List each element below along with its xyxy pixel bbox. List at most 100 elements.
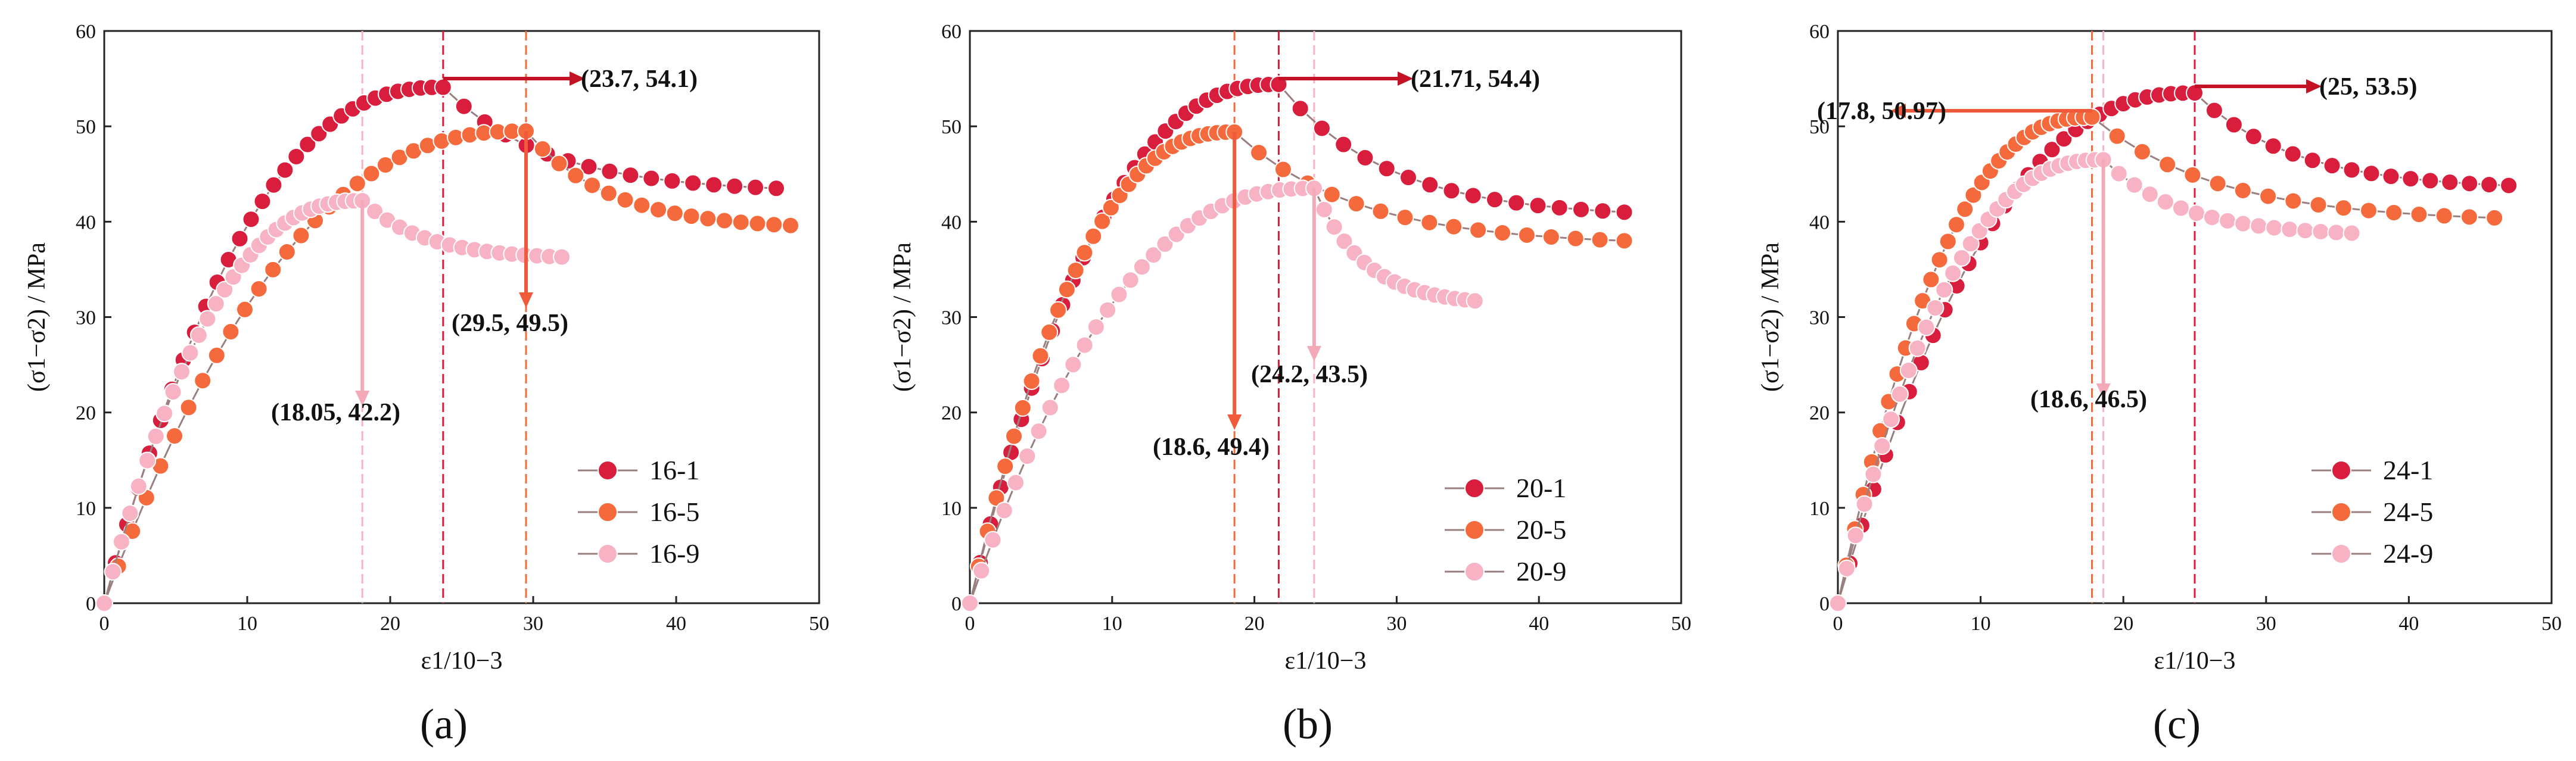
series-line-24-5 (1837, 116, 2495, 604)
data-point-24-1 (2055, 130, 2073, 148)
data-point-24-1 (2225, 116, 2243, 134)
data-point-24-9 (2265, 219, 2283, 237)
legend-label-20-1: 20-1 (1516, 473, 1566, 503)
data-point-16-1 (265, 176, 283, 194)
data-point-20-5 (1250, 144, 1268, 162)
data-point-16-5 (715, 211, 733, 230)
x-tick-label: 50 (2541, 613, 2562, 635)
annotation-label: (17.8, 50.97) (1817, 98, 1946, 125)
legend: 16-1 16-5 16-9 (578, 455, 699, 569)
data-point-24-9 (1837, 559, 1856, 578)
data-point-20-9 (1087, 318, 1105, 336)
data-point-16-9 (104, 563, 122, 581)
y-tick-label: 60 (941, 21, 962, 43)
annotation-arrow-head (2306, 79, 2322, 93)
data-point-20-9 (961, 594, 979, 612)
data-point-20-5 (1049, 301, 1068, 319)
y-axis-label: (σ1−σ2) / MPa (1757, 242, 1784, 392)
data-point-20-9 (1075, 336, 1094, 354)
panel-label: (a) (420, 700, 468, 748)
panel-label: (b) (1283, 700, 1333, 748)
data-point-20-5 (1084, 227, 1103, 245)
data-point-16-5 (264, 260, 282, 279)
legend-marker (598, 502, 618, 522)
data-point-20-5 (996, 457, 1015, 476)
data-point-24-5 (2259, 187, 2278, 205)
data-point-20-1 (1377, 160, 1396, 178)
y-tick-label: 50 (941, 116, 962, 138)
x-tick-label: 10 (1102, 613, 1122, 635)
data-point-16-5 (782, 216, 799, 235)
data-point-16-9 (138, 451, 157, 470)
data-point-20-9 (1121, 271, 1140, 289)
data-point-24-9 (1917, 318, 1936, 336)
data-point-16-5 (748, 214, 767, 233)
x-tick-label: 40 (666, 613, 686, 635)
data-point-24-1 (2283, 145, 2302, 163)
chart-panel-3: 0 10 20 30 40 50 0 10 20 30 40 50 60 ε1/10−3 (σ1−σ2) /… (1757, 21, 2562, 748)
data-point-16-9 (216, 280, 234, 299)
data-point-24-9 (2125, 176, 2143, 194)
data-point-24-5 (1947, 216, 1966, 234)
data-point-24-9 (1935, 280, 1953, 299)
data-point-16-5 (682, 207, 701, 226)
data-point-16-1 (580, 157, 598, 176)
data-point-20-9 (1315, 200, 1333, 219)
data-point-20-9 (972, 562, 991, 580)
data-point-20-5 (1615, 232, 1634, 250)
y-tick-label: 30 (76, 307, 96, 329)
legend-marker (598, 460, 618, 481)
data-point-20-9 (1018, 447, 1037, 466)
legend-marker (2331, 544, 2351, 564)
data-point-24-9 (2141, 185, 2159, 204)
annotation-arrow-head (519, 292, 533, 308)
chart-panel-1: 0 10 20 30 40 50 0 10 20 30 40 50 60 ε1/10−3 (σ1−σ2) /… (23, 21, 829, 748)
data-point-20-1 (1399, 169, 1417, 187)
data-point-16-5 (236, 300, 254, 319)
data-point-20-9 (1466, 292, 1484, 310)
data-point-20-1 (1615, 203, 1634, 222)
data-point-20-1 (1464, 186, 1482, 205)
data-point-20-5 (1066, 261, 1085, 279)
data-point-24-9 (2250, 217, 2268, 235)
data-point-20-1 (1334, 135, 1353, 154)
data-point-24-1 (2362, 164, 2381, 183)
y-tick-label: 10 (76, 498, 96, 520)
data-point-20-5 (1445, 217, 1463, 236)
y-axis-label: (σ1−σ2) / MPa (23, 242, 51, 392)
data-point-20-1 (1550, 198, 1569, 217)
data-point-20-9 (1133, 258, 1151, 276)
data-point-20-5 (1274, 160, 1292, 179)
x-tick-label: 10 (1971, 613, 1991, 635)
data-point-16-1 (684, 174, 702, 192)
y-tick-label: 20 (1809, 403, 1830, 425)
data-point-24-9 (1855, 495, 1874, 513)
legend: 24-1 24-5 24-9 (2311, 455, 2433, 569)
data-point-20-9 (1064, 355, 1082, 374)
data-point-16-1 (642, 169, 661, 188)
annotation-label: (18.6, 46.5) (2030, 386, 2147, 413)
data-point-20-5 (1347, 195, 1365, 213)
legend-label-24-5: 24-5 (2383, 497, 2433, 527)
data-point-16-5 (348, 174, 366, 193)
data-point-24-1 (2342, 161, 2361, 179)
legend-label-16-1: 16-1 (649, 455, 699, 485)
data-point-16-5 (567, 166, 585, 185)
x-tick-label: 30 (523, 613, 543, 635)
data-point-24-5 (2183, 166, 2202, 184)
data-point-20-5 (1396, 208, 1414, 227)
data-point-16-9 (155, 404, 174, 423)
data-point-16-9 (366, 202, 384, 220)
legend-marker (2331, 502, 2351, 522)
data-point-16-9 (172, 363, 191, 381)
data-point-24-5 (2485, 208, 2504, 227)
data-point-20-5 (1057, 280, 1076, 299)
x-axis-label: ε1/10−3 (1285, 647, 1367, 675)
annotation-arrow-head (1227, 414, 1242, 430)
data-point-24-1 (2460, 174, 2479, 193)
y-tick-label: 0 (1819, 593, 1830, 615)
data-point-24-9 (2219, 211, 2237, 230)
y-tick-label: 0 (86, 593, 96, 615)
annotation-label: (21.71, 54.4) (1411, 66, 1540, 93)
